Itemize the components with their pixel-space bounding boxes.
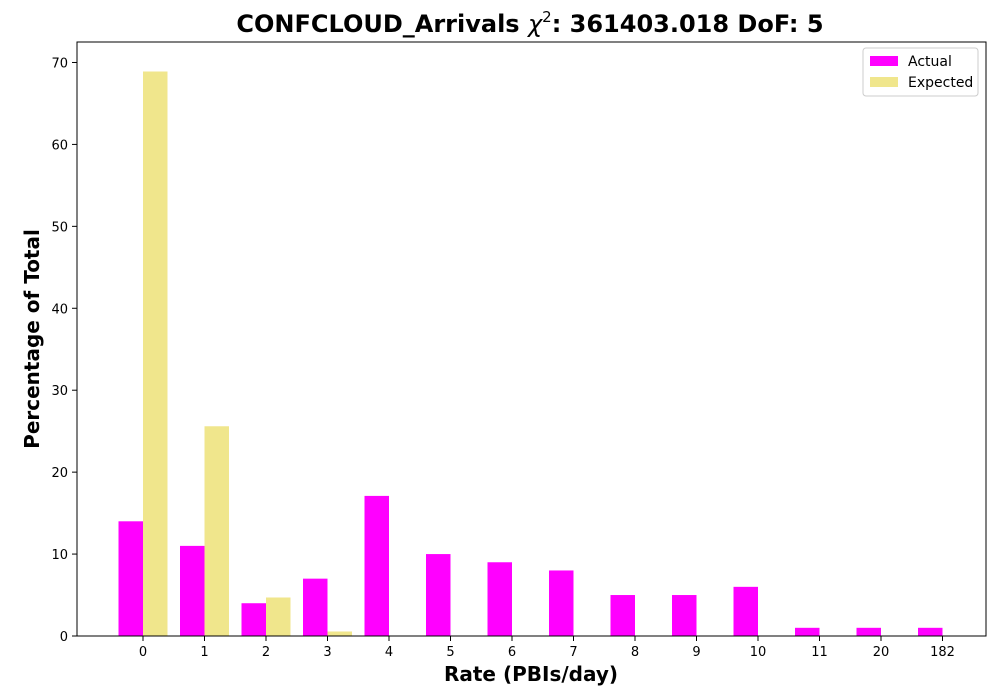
x-tick-label: 11 [811, 645, 828, 660]
x-tick-label: 10 [750, 645, 767, 660]
x-tick-label: 9 [692, 645, 700, 660]
bars-group [118, 71, 943, 636]
bar-actual-3 [303, 578, 328, 636]
x-tick-label: 2 [262, 645, 270, 660]
x-tick-label: 182 [930, 645, 955, 660]
x-tick-label: 6 [508, 645, 516, 660]
bar-expected-1 [204, 426, 229, 636]
x-tick-label: 20 [873, 645, 890, 660]
legend-swatch-expected [870, 77, 898, 87]
y-tick-label: 10 [51, 548, 68, 563]
bar-actual-4 [364, 495, 389, 636]
legend-label-actual: Actual [908, 54, 952, 70]
bar-actual-1 [180, 545, 205, 636]
x-tick-label: 3 [323, 645, 331, 660]
title-rest: : 361403.018 DoF: 5 [552, 10, 824, 38]
y-tick-label: 40 [51, 302, 68, 317]
x-tick-label: 8 [631, 645, 639, 660]
x-tick-label: 4 [385, 645, 393, 660]
bar-actual-2 [241, 603, 266, 636]
x-tick-label: 1 [200, 645, 208, 660]
bar-expected-3 [327, 631, 352, 636]
bar-actual-7 [549, 570, 574, 636]
x-tick-label: 7 [569, 645, 577, 660]
bar-actual-6 [487, 562, 512, 636]
y-tick-label: 70 [51, 56, 68, 71]
x-tick-label: 5 [446, 645, 454, 660]
bar-actual-5 [426, 554, 451, 636]
legend-label-expected: Expected [908, 75, 973, 91]
bar-actual-0 [118, 521, 143, 636]
bar-actual-182 [918, 627, 943, 636]
y-tick-label: 50 [51, 220, 68, 235]
title-main: CONFCLOUD_Arrivals [236, 10, 519, 38]
x-axis-title: Rate (PBIs/day) [444, 662, 618, 686]
bar-expected-0 [143, 71, 168, 636]
legend: Actual Expected [862, 47, 979, 97]
title-sup: 2 [542, 8, 552, 26]
y-tick-label: 0 [60, 630, 68, 645]
bar-actual-11 [795, 627, 820, 636]
legend-swatch-actual [870, 56, 898, 66]
bar-actual-10 [733, 586, 758, 636]
y-tick-label: 30 [51, 384, 68, 399]
title-chi: χ [526, 10, 543, 38]
bar-actual-9 [672, 595, 697, 636]
bar-actual-20 [856, 627, 881, 636]
plot-frame [76, 41, 987, 637]
y-axis-ticks: 0 10 20 30 40 50 60 70 [51, 56, 77, 645]
chart-title: CONFCLOUD_Arrivals χ2: 361403.018 DoF: 5 [236, 8, 823, 38]
bar-expected-2 [266, 597, 291, 636]
x-axis-ticks: 0 1 2 3 4 5 6 7 8 9 10 11 20 182 [139, 636, 955, 660]
y-axis-title: Percentage of Total [20, 229, 44, 449]
bar-actual-8 [610, 595, 635, 636]
x-tick-label: 0 [139, 645, 147, 660]
y-tick-label: 60 [51, 138, 68, 153]
y-tick-label: 20 [51, 466, 68, 481]
